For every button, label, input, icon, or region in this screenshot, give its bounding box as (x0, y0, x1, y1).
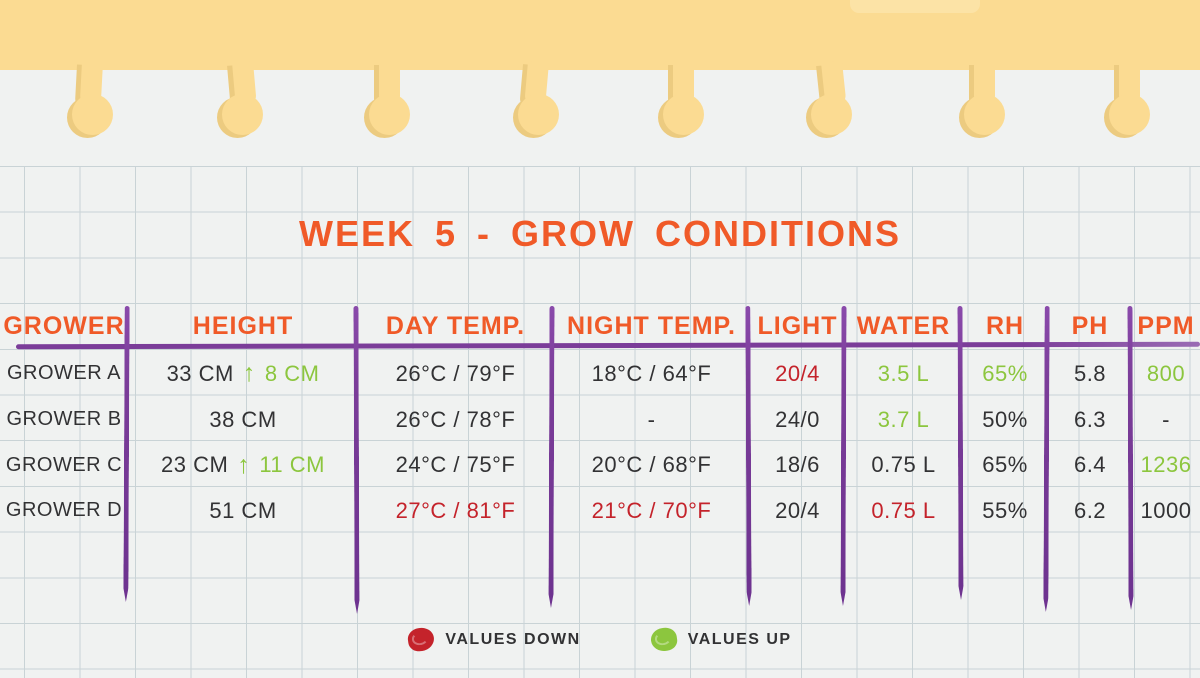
column-header-night-temp: NIGHT TEMP. (567, 311, 736, 340)
column-header-water: WATER (856, 311, 951, 340)
cell-ppm: 1000 (1140, 497, 1192, 523)
cell-height: 51 CM (128, 483, 358, 529)
cell-height: 38 CM (128, 392, 358, 438)
height-value: 38 CM (209, 406, 277, 432)
paint-drip (964, 62, 1005, 135)
paint-drip (72, 61, 113, 135)
cell-day-temp: 27°C / 81°F (395, 497, 516, 523)
values-up-dot-icon (649, 626, 679, 653)
cell-rh: 65% (982, 360, 1028, 386)
cell-light: 24/0 (775, 406, 820, 432)
legend: VALUES DOWN VALUES UP (0, 626, 1200, 653)
column-header-ph: PH (1071, 311, 1109, 340)
cell-ppm: - (1162, 406, 1170, 432)
cell-day-temp: 24°C / 75°F (395, 452, 516, 478)
cell-water: 3.5 L (877, 360, 930, 386)
cell-water: 0.75 L (871, 497, 936, 523)
cell-ppm: 1236 (1140, 452, 1192, 478)
paint-drip (811, 60, 852, 135)
cell-day-temp: 26°C / 78°F (395, 406, 516, 432)
cell-ph: 5.8 (1073, 360, 1107, 386)
cell-light: 20/4 (775, 360, 820, 386)
cell-rh: 55% (982, 497, 1028, 523)
height-value: 23 CM (161, 452, 229, 478)
column-header-light: LIGHT (757, 311, 838, 340)
cell-rh: 65% (982, 452, 1028, 478)
grow-conditions-table: GROWER HEIGHT DAY TEMP. NIGHT TEMP. LIGH… (0, 304, 1200, 529)
cell-ph: 6.3 (1073, 406, 1107, 432)
cell-light: 18/6 (775, 452, 820, 478)
page-title: WEEK 5 - GROW CONDITIONS (299, 213, 901, 254)
paint-drip (1109, 62, 1150, 135)
cell-height: 33 CM ↑ 8 CM (128, 346, 358, 392)
column-header-day-temp: DAY TEMP. (385, 311, 526, 340)
height-delta: 8 CM (264, 360, 320, 386)
height-value: 33 CM (166, 360, 234, 386)
cell-grower: GROWER B (6, 408, 122, 431)
cell-ppm: 800 (1146, 360, 1186, 386)
cell-height: 23 CM ↑ 11 CM (128, 437, 358, 483)
cell-rh: 50% (982, 406, 1028, 432)
column-header-grower: GROWER (3, 311, 125, 340)
graph-paper-grid (0, 166, 1200, 678)
cell-water: 0.75 L (871, 452, 936, 478)
paint-drip (222, 61, 263, 135)
legend-label: VALUES DOWN (445, 630, 581, 648)
cell-night-temp: 18°C / 64°F (591, 360, 712, 386)
cell-ph: 6.4 (1073, 452, 1107, 478)
cell-light: 20/4 (775, 497, 820, 523)
paint-drip (663, 62, 704, 135)
height-value: 51 CM (209, 497, 277, 523)
legend-item-values-up: VALUES UP (649, 626, 792, 653)
cell-grower: GROWER A (6, 362, 121, 385)
values-down-dot-icon (406, 626, 436, 653)
cell-night-temp: - (647, 406, 656, 432)
legend-label: VALUES UP (687, 630, 792, 648)
up-arrow-icon: ↑ (237, 450, 251, 479)
cell-water: 3.7 L (877, 406, 930, 432)
cell-night-temp: 21°C / 70°F (591, 497, 712, 523)
cell-day-temp: 26°C / 79°F (395, 360, 516, 386)
column-header-ppm: PPM (1137, 311, 1195, 340)
cell-grower: GROWER C (5, 453, 123, 476)
yellow-header-band (0, 0, 1200, 70)
paint-drip (518, 61, 559, 135)
paint-drip (369, 62, 410, 135)
legend-item-values-down: VALUES DOWN (406, 626, 581, 653)
cell-grower: GROWER D (5, 499, 123, 522)
up-arrow-icon: ↑ (242, 359, 256, 388)
band-highlight (850, 0, 980, 13)
column-header-rh: RH (985, 311, 1025, 340)
column-header-height: HEIGHT (192, 311, 294, 340)
cell-night-temp: 20°C / 68°F (591, 452, 712, 478)
height-delta: 11 CM (259, 452, 325, 478)
cell-ph: 6.2 (1073, 497, 1107, 523)
